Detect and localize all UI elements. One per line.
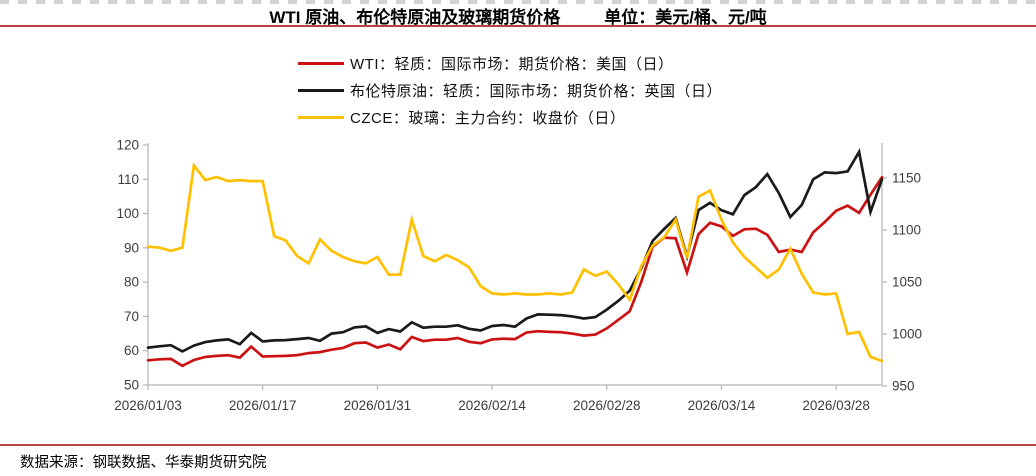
right-axis-tick-label: 1050 <box>892 275 922 290</box>
x-axis-tick-label: 2026/01/17 <box>229 398 297 413</box>
left-axis-tick-label: 80 <box>124 275 139 290</box>
chart-title-row: WTI 原油、布伦特原油及玻璃期货价格 单位：美元/桶、元/吨 <box>0 3 1036 28</box>
x-axis-tick-label: 2026/01/03 <box>114 398 182 413</box>
right-axis-tick-label: 1100 <box>892 223 921 238</box>
legend-item-label: CZCE：玻璃：主力合约：收盘价（日） <box>350 110 626 127</box>
data-source: 数据来源：钢联数据、华泰期货研究院 <box>20 455 267 471</box>
right-axis-tick-label: 1150 <box>892 171 921 186</box>
legend-swatch <box>298 62 344 65</box>
series-line-1 <box>146 148 884 353</box>
legend-swatch <box>298 116 344 119</box>
footer-divider <box>0 444 1036 446</box>
left-axis-tick-label: 120 <box>116 138 139 153</box>
right-axis-tick-label: 950 <box>892 379 915 394</box>
legend-item-wti: WTI：轻质：国际市场：期货价格：美国（日） <box>298 50 722 77</box>
series-line-2 <box>146 162 884 363</box>
series-line-0 <box>146 175 884 368</box>
title-divider <box>0 25 1036 27</box>
legend-item-brent: 布伦特原油：轻质：国际市场：期货价格：英国（日） <box>298 77 722 104</box>
legend-item-label: WTI：轻质：国际市场：期货价格：美国（日） <box>350 56 674 73</box>
x-axis-tick-label: 2026/03/14 <box>688 398 756 413</box>
legend-item-glass: CZCE：玻璃：主力合约：收盘价（日） <box>298 104 722 131</box>
left-axis-tick-label: 70 <box>124 309 139 324</box>
left-axis-tick-label: 50 <box>124 378 139 393</box>
x-axis-tick-label: 2026/03/28 <box>802 398 870 413</box>
left-axis-tick-label: 90 <box>124 240 139 255</box>
legend-item-label: 布伦特原油：轻质：国际市场：期货价格：英国（日） <box>350 83 723 100</box>
x-axis-tick-label: 2026/01/31 <box>344 398 412 413</box>
x-axis-tick-label: 2026/02/28 <box>573 398 641 413</box>
left-axis-tick-label: 100 <box>116 206 139 221</box>
chart-units-label: 单位：美元/桶、元/吨 <box>604 8 767 27</box>
legend-swatch <box>298 89 344 92</box>
x-axis-tick-label: 2026/02/14 <box>458 398 526 413</box>
chart-title: WTI 原油、布伦特原油及玻璃期货价格 <box>269 8 561 27</box>
left-axis-tick-label: 60 <box>124 343 139 358</box>
selection-dashed-border <box>0 0 1036 4</box>
chart-legend: WTI：轻质：国际市场：期货价格：美国（日） 布伦特原油：轻质：国际市场：期货价… <box>298 50 722 131</box>
left-axis-tick-label: 110 <box>117 172 139 187</box>
right-axis-tick-label: 1000 <box>892 327 922 342</box>
